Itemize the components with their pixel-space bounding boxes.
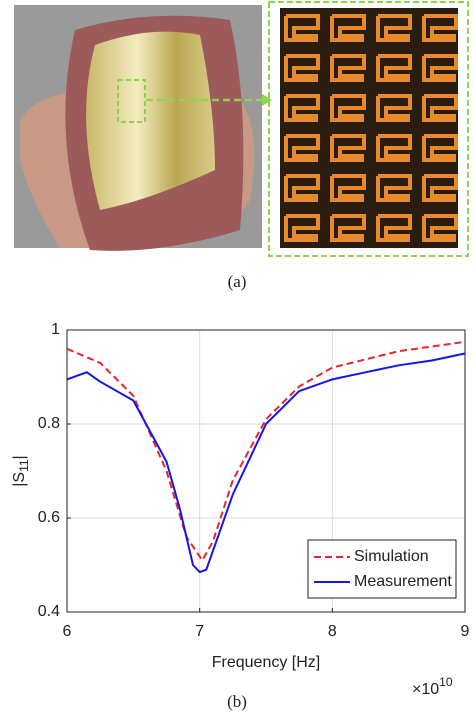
legend-label: Measurement <box>354 573 452 590</box>
zoom-frame <box>268 1 469 257</box>
y-axis-label: |S11| <box>11 455 31 486</box>
caption: (b) <box>227 692 247 711</box>
series-line <box>66 340 466 563</box>
y-tick-label: 1 <box>51 321 60 338</box>
y-tick-label: 0.6 <box>38 509 60 526</box>
x-multiplier-exponent: 10 <box>439 675 453 689</box>
y-tick-label: 0.4 <box>38 603 60 620</box>
y-axis-label-part: 11 <box>17 459 31 472</box>
photo <box>14 5 262 251</box>
micrograph <box>280 8 458 248</box>
x-tick-label: 6 <box>63 623 72 640</box>
y-tick-label: 0.8 <box>38 415 60 432</box>
x-multiplier: ×1010 <box>412 675 453 698</box>
y-axis-label-part: | <box>11 455 28 459</box>
axes-frame <box>66 329 466 613</box>
legend-label: Simulation <box>354 548 429 565</box>
x-tick-label: 9 <box>461 623 470 640</box>
arrow-head <box>262 94 272 106</box>
caption: (a) <box>228 272 247 291</box>
series-line <box>66 352 466 574</box>
y-axis-label-part: |S <box>11 472 28 487</box>
x-multiplier-base: ×10 <box>412 681 439 698</box>
x-tick-label: 8 <box>328 623 337 640</box>
x-axis-label: Frequency [Hz] <box>212 654 320 671</box>
legend-box <box>307 539 457 599</box>
x-tick-label: 7 <box>195 623 204 640</box>
